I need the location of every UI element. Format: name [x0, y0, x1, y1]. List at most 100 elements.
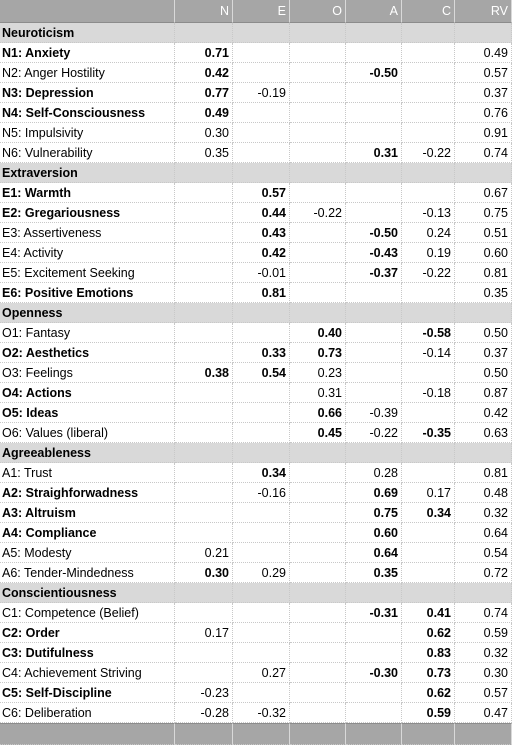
value-cell: 0.75 [455, 203, 512, 223]
value-cell: 0.35 [175, 143, 233, 163]
empty-cell [175, 203, 233, 223]
value-cell: 0.17 [402, 483, 455, 503]
value-cell: -0.28 [175, 703, 233, 723]
value-cell: -0.22 [402, 143, 455, 163]
footer-cell [233, 723, 290, 745]
group-cell [290, 443, 346, 463]
value-cell: 0.37 [455, 343, 512, 363]
value-cell: 0.23 [290, 363, 346, 383]
value-cell: 0.17 [175, 623, 233, 643]
empty-cell [290, 223, 346, 243]
empty-cell [290, 503, 346, 523]
group-cell [175, 583, 233, 603]
value-cell: 0.42 [233, 243, 290, 263]
empty-cell [402, 183, 455, 203]
group-label: Extraversion [0, 163, 175, 183]
group-label: Conscientiousness [0, 583, 175, 603]
value-cell: 0.87 [455, 383, 512, 403]
value-cell: 0.75 [346, 503, 402, 523]
empty-cell [402, 403, 455, 423]
row-label: C3: Dutifulness [0, 643, 175, 663]
empty-cell [175, 403, 233, 423]
empty-cell [290, 183, 346, 203]
row-label: C2: Order [0, 623, 175, 643]
empty-cell [175, 423, 233, 443]
group-cell [233, 583, 290, 603]
value-cell: 0.74 [455, 603, 512, 623]
row-label: C4: Achievement Striving [0, 663, 175, 683]
value-cell: 0.47 [455, 703, 512, 723]
empty-cell [233, 543, 290, 563]
value-cell: 0.48 [455, 483, 512, 503]
value-cell: 0.32 [455, 503, 512, 523]
value-cell: 0.45 [290, 423, 346, 443]
empty-cell [290, 483, 346, 503]
empty-cell [290, 703, 346, 723]
empty-cell [233, 603, 290, 623]
value-cell: -0.18 [402, 383, 455, 403]
empty-cell [290, 243, 346, 263]
value-cell: 0.21 [175, 543, 233, 563]
empty-cell [175, 263, 233, 283]
empty-cell [290, 603, 346, 623]
group-cell [455, 303, 512, 323]
empty-cell [175, 183, 233, 203]
value-cell: 0.81 [455, 263, 512, 283]
empty-cell [290, 263, 346, 283]
row-label: E3: Assertiveness [0, 223, 175, 243]
value-cell: 0.49 [175, 103, 233, 123]
group-cell [290, 163, 346, 183]
group-cell [455, 163, 512, 183]
group-label: Agreeableness [0, 443, 175, 463]
value-cell: 0.42 [455, 403, 512, 423]
empty-cell [290, 283, 346, 303]
value-cell: 0.83 [402, 643, 455, 663]
empty-cell [175, 223, 233, 243]
value-cell: -0.35 [402, 423, 455, 443]
group-cell [233, 163, 290, 183]
empty-cell [402, 563, 455, 583]
value-cell: 0.34 [233, 463, 290, 483]
value-cell: -0.22 [402, 263, 455, 283]
empty-cell [175, 483, 233, 503]
value-cell: 0.60 [346, 523, 402, 543]
value-cell: 0.57 [233, 183, 290, 203]
value-cell: 0.37 [455, 83, 512, 103]
value-cell: -0.23 [175, 683, 233, 703]
row-label: E5: Excitement Seeking [0, 263, 175, 283]
value-cell: -0.16 [233, 483, 290, 503]
value-cell: 0.81 [455, 463, 512, 483]
footer-cell [175, 723, 233, 745]
value-cell: 0.59 [402, 703, 455, 723]
empty-cell [402, 103, 455, 123]
value-cell: 0.27 [233, 663, 290, 683]
empty-cell [233, 403, 290, 423]
empty-cell [233, 323, 290, 343]
empty-cell [290, 523, 346, 543]
value-cell: 0.30 [455, 663, 512, 683]
empty-cell [346, 203, 402, 223]
empty-cell [233, 143, 290, 163]
value-cell: 0.38 [175, 363, 233, 383]
row-label: A2: Straighforwadness [0, 483, 175, 503]
row-label: O2: Aesthetics [0, 343, 175, 363]
group-label: Neuroticism [0, 23, 175, 43]
value-cell: 0.41 [402, 603, 455, 623]
column-header: A [346, 0, 402, 23]
group-cell [346, 23, 402, 43]
group-cell [402, 583, 455, 603]
row-label: O4: Actions [0, 383, 175, 403]
group-cell [402, 443, 455, 463]
empty-cell [346, 363, 402, 383]
value-cell: -0.43 [346, 243, 402, 263]
empty-cell [175, 283, 233, 303]
column-header: O [290, 0, 346, 23]
value-cell: 0.72 [455, 563, 512, 583]
group-cell [455, 443, 512, 463]
value-cell: 0.42 [175, 63, 233, 83]
empty-cell [233, 683, 290, 703]
empty-cell [290, 43, 346, 63]
empty-cell [175, 663, 233, 683]
value-cell: 0.19 [402, 243, 455, 263]
value-cell: 0.67 [455, 183, 512, 203]
